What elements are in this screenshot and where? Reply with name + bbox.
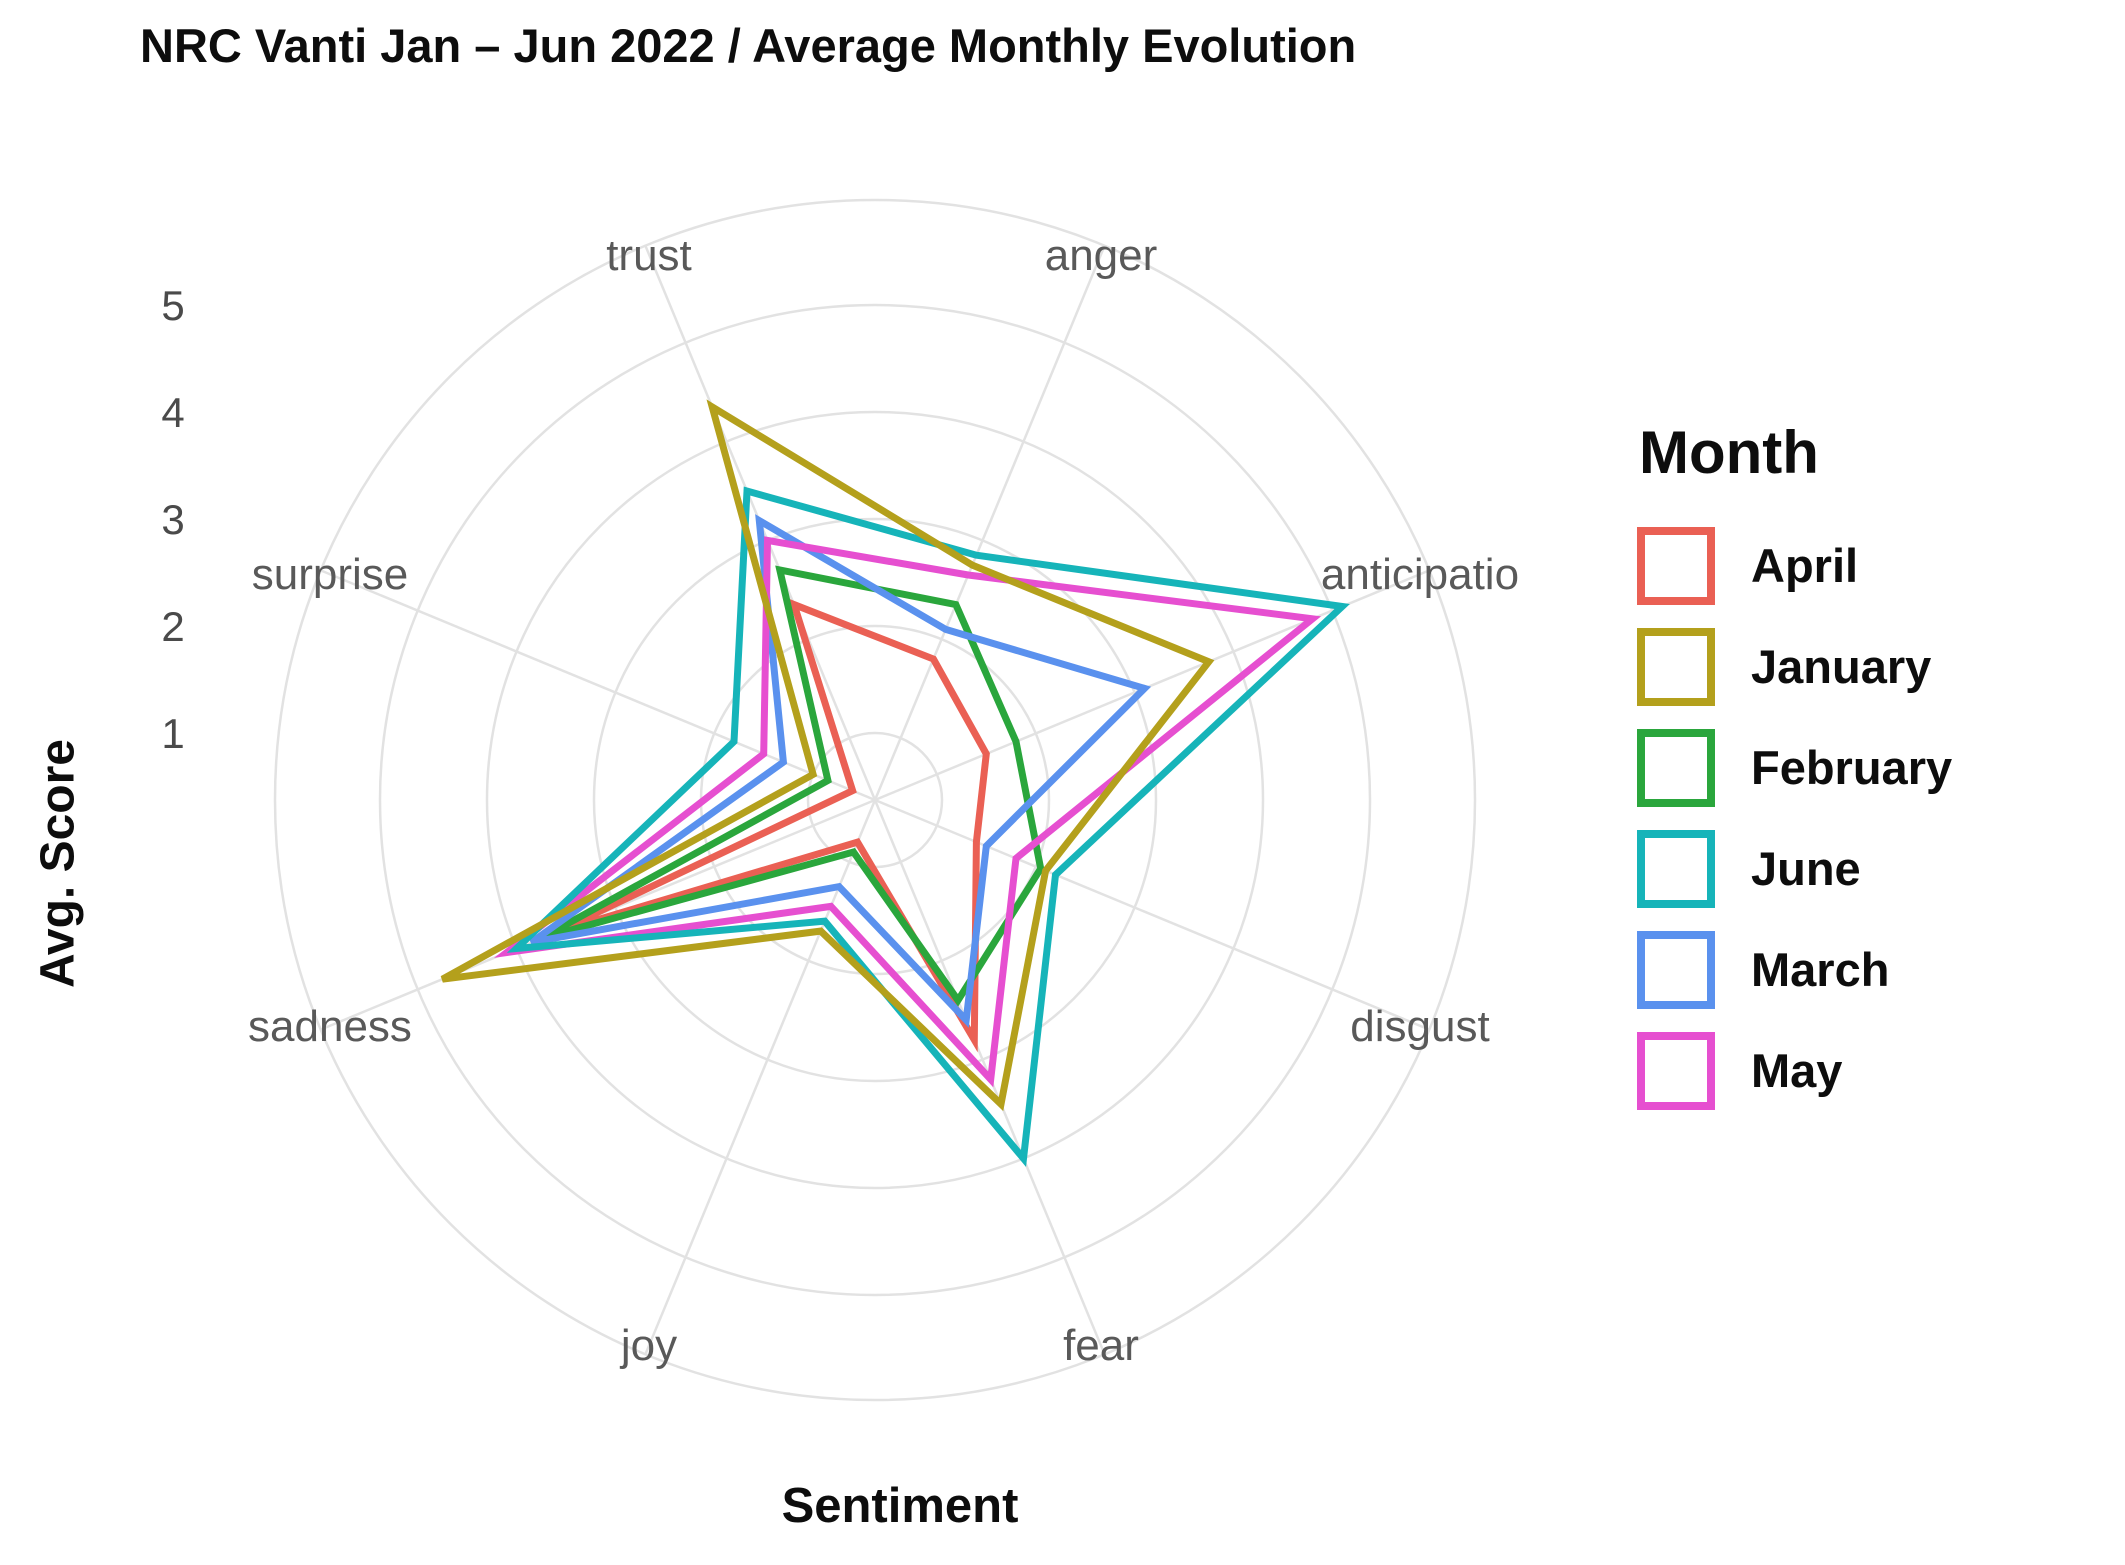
series-polygon-may [493, 536, 1322, 1088]
radar-axis-labels: anger anticipatio disgust fear joy sadness sur… [248, 231, 1519, 1370]
grid-circle-3 [592, 517, 1158, 1083]
grid-circle-4 [485, 410, 1265, 1190]
axis-label-fear: fear [1063, 1321, 1139, 1370]
axis-label-anticipatio: anticipatio [1321, 550, 1519, 599]
y-axis-title: Avg. Score [31, 739, 85, 988]
legend-key-swatch-march [1637, 930, 1715, 1009]
axis-label-disgust: disgust [1350, 1002, 1489, 1051]
radar-grid [273, 198, 1477, 1402]
radial-tick-3: 3 [161, 496, 184, 543]
legend-label-april: April [1751, 539, 1859, 592]
legend-item-january: January [1637, 616, 2097, 717]
legend: Month April January February June March May [1637, 418, 2097, 1121]
axis-label-sadness: sadness [248, 1002, 412, 1051]
radial-tick-1: 1 [161, 710, 184, 757]
grid-spoke-joy [644, 799, 877, 1355]
series-polygon-april [554, 598, 990, 1053]
axis-label-joy: joy [619, 1321, 677, 1370]
radial-tick-2: 2 [161, 603, 184, 650]
legend-key-swatch-april [1637, 526, 1715, 605]
legend-items: April January February June March May [1637, 515, 2097, 1121]
axis-label-surprise: surprise [252, 550, 409, 599]
axis-label-anger: anger [1045, 231, 1158, 280]
legend-key-swatch-june [1637, 829, 1715, 908]
axis-label-trust: trust [606, 231, 692, 280]
radar-series [440, 399, 1350, 1168]
grid-outer-circle [273, 198, 1477, 1402]
radial-tick-labels: 1 2 3 4 5 [161, 282, 184, 757]
legend-item-may: May [1637, 1020, 2097, 1121]
legend-title: Month [1639, 419, 1819, 486]
radial-tick-5: 5 [161, 282, 184, 329]
legend-label-may: May [1751, 1044, 1843, 1097]
series-polygon-january [440, 399, 1215, 1112]
legend-key-swatch-january [1637, 627, 1715, 706]
legend-label-january: January [1751, 640, 1932, 693]
grid-spoke-anger [873, 245, 1106, 801]
legend-key-swatch-february [1637, 728, 1715, 807]
legend-item-february: February [1637, 717, 2097, 818]
legend-label-march: March [1751, 943, 1890, 996]
grid-spoke-disgust [874, 798, 1430, 1031]
chart-title: NRC Vanti Jan – Jun 2022 / Average Month… [140, 19, 1357, 72]
legend-item-march: March [1637, 919, 2097, 1020]
legend-label-june: June [1751, 842, 1861, 895]
series-polygon-february [539, 565, 1045, 1007]
x-axis-title: Sentiment [781, 1479, 1019, 1533]
legend-label-february: February [1751, 741, 1953, 794]
legend-item-june: June [1637, 818, 2097, 919]
series-polygon-june [506, 486, 1350, 1168]
legend-item-april: April [1637, 515, 2097, 616]
grid-circle-5 [378, 303, 1372, 1297]
radial-tick-4: 4 [161, 389, 184, 436]
legend-key-swatch-may [1637, 1031, 1715, 1110]
